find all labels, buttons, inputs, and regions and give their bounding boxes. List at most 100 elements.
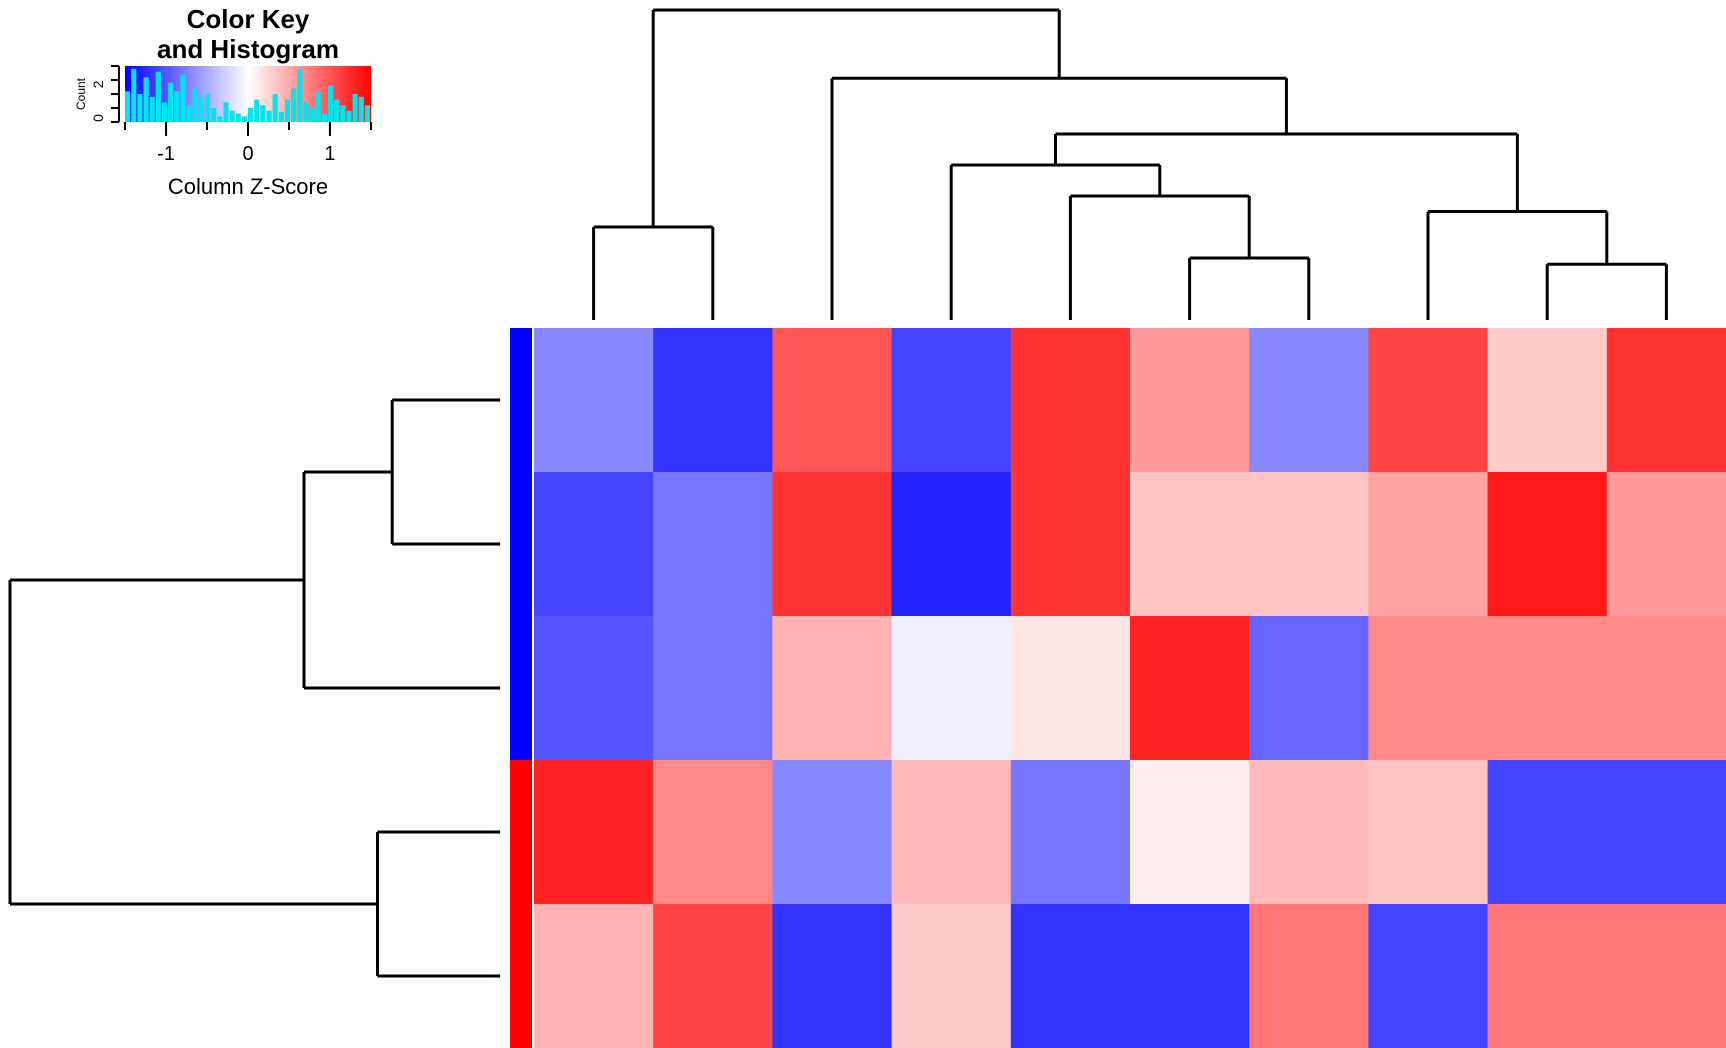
heatmap-cell bbox=[772, 616, 892, 761]
heatmap-cell bbox=[1488, 760, 1608, 905]
colorkey-hist-bar bbox=[131, 69, 136, 122]
heatmap-cell bbox=[1368, 904, 1488, 1048]
row-sidebar-cell bbox=[510, 328, 532, 473]
colorkey-tick-label: 1 bbox=[324, 143, 335, 165]
heatmap-cell bbox=[1011, 328, 1131, 473]
colorkey-hist-bar bbox=[316, 91, 321, 122]
heatmap-cell bbox=[1368, 760, 1488, 905]
colorkey-hist-bar bbox=[365, 105, 370, 122]
row-sidebar-cell bbox=[510, 760, 532, 905]
heatmap-cell bbox=[1607, 472, 1726, 617]
heatmap-cell bbox=[1011, 760, 1131, 905]
colorkey-hist-bar bbox=[310, 108, 315, 122]
heatmap-cell bbox=[653, 760, 773, 905]
colorkey-hist-bar bbox=[353, 94, 358, 122]
colorkey-hist-bar bbox=[150, 97, 155, 122]
heatmap-cell bbox=[534, 904, 654, 1048]
heatmap-cell bbox=[1249, 760, 1369, 905]
row-dendrogram bbox=[10, 400, 500, 976]
heatmap-cell bbox=[1249, 328, 1369, 473]
heatmap-cell bbox=[1488, 904, 1608, 1048]
heatmap-cell bbox=[653, 616, 773, 761]
heatmap-cell bbox=[534, 760, 654, 905]
heatmap-cell bbox=[892, 472, 1012, 617]
colorkey-tick-label: -1 bbox=[157, 143, 175, 165]
row-sidebar-cell bbox=[510, 616, 532, 761]
heatmap-cell bbox=[772, 328, 892, 473]
heatmap-cell bbox=[1011, 616, 1131, 761]
colorkey-count-label: Count bbox=[74, 77, 88, 110]
heatmap-cell bbox=[892, 904, 1012, 1048]
colorkey-hist-bar bbox=[340, 105, 345, 122]
heatmap-cell bbox=[892, 328, 1012, 473]
heatmap-cell bbox=[892, 760, 1012, 905]
heatmap-cell bbox=[1130, 328, 1250, 473]
heatmap-cell bbox=[534, 472, 654, 617]
colorkey-hist-bar bbox=[174, 91, 179, 122]
heatmap-cell bbox=[1011, 904, 1131, 1048]
heatmap-cell bbox=[1368, 472, 1488, 617]
heatmap-cell bbox=[1249, 616, 1369, 761]
colorkey-hist-bar bbox=[205, 94, 210, 122]
colorkey-hist-bar bbox=[162, 102, 167, 122]
heatmap-cell bbox=[772, 904, 892, 1048]
colorkey-hist-bar bbox=[199, 97, 204, 122]
colorkey-hist-bar bbox=[230, 111, 235, 122]
heatmap-cell bbox=[772, 472, 892, 617]
colorkey-hist-bar bbox=[187, 105, 192, 122]
colorkey-hist-bar bbox=[260, 105, 265, 122]
heatmap-cell bbox=[653, 472, 773, 617]
heatmap-cell bbox=[653, 328, 773, 473]
heatmap-cell bbox=[534, 616, 654, 761]
heatmap-cell bbox=[1488, 472, 1608, 617]
colorkey-hist-bar bbox=[143, 77, 148, 122]
heatmap-grid bbox=[534, 328, 1726, 1048]
heatmap-cell bbox=[653, 904, 773, 1048]
colorkey-hist-bar bbox=[125, 91, 130, 122]
colorkey-hist-bar bbox=[156, 72, 161, 122]
colorkey-hist-bar bbox=[248, 108, 253, 122]
heatmap-cell bbox=[1488, 616, 1608, 761]
colorkey-hist-bar bbox=[334, 100, 339, 122]
colorkey-hist-bar bbox=[223, 102, 228, 122]
colorkey-hist-bar bbox=[285, 100, 290, 122]
heatmap-cell bbox=[1368, 616, 1488, 761]
colorkey-hist-bar bbox=[217, 116, 222, 122]
colorkey-hist-bar bbox=[137, 94, 142, 122]
colorkey-hist-bar bbox=[168, 83, 173, 122]
heatmap-cell bbox=[1249, 472, 1369, 617]
colorkey-hist-bar bbox=[273, 94, 278, 122]
colorkey-hist-bar bbox=[254, 100, 259, 122]
heatmap-cell bbox=[1130, 616, 1250, 761]
colorkey-hist-bar bbox=[242, 116, 247, 122]
heatmap-cell bbox=[1607, 616, 1726, 761]
colorkey-hist-bar bbox=[328, 86, 333, 122]
heatmap-cell bbox=[892, 616, 1012, 761]
color-key: Color Keyand Histogram-101Column Z-Score… bbox=[74, 4, 371, 199]
heatmap-cell bbox=[1607, 904, 1726, 1048]
heatmap-figure: Color Keyand Histogram-101Column Z-Score… bbox=[0, 0, 1726, 1048]
colorkey-hist-bar bbox=[303, 102, 308, 122]
colorkey-hist-bar bbox=[180, 74, 185, 122]
heatmap-cell bbox=[1011, 472, 1131, 617]
heatmap-cell bbox=[1130, 472, 1250, 617]
colorkey-axis-label: Column Z-Score bbox=[168, 174, 328, 199]
row-sidebar-cell bbox=[510, 904, 532, 1048]
colorkey-title-1: Color Key bbox=[187, 4, 310, 34]
colorkey-hist-bar bbox=[266, 111, 271, 122]
colorkey-title-2: and Histogram bbox=[157, 34, 339, 64]
colorkey-hist-bar bbox=[359, 97, 364, 122]
row-sidebar-cell bbox=[510, 472, 532, 617]
colorkey-hist-bar bbox=[211, 108, 216, 122]
heatmap-cell bbox=[1249, 904, 1369, 1048]
colorkey-hist-bar bbox=[236, 114, 241, 122]
colorkey-hist-bar bbox=[193, 88, 198, 122]
colorkey-hist-bar bbox=[291, 88, 296, 122]
heatmap-cell bbox=[1607, 760, 1726, 905]
heatmap-cell bbox=[1607, 328, 1726, 473]
colorkey-hist-bar bbox=[346, 111, 351, 122]
heatmap-cell bbox=[1130, 760, 1250, 905]
heatmap-cell bbox=[1488, 328, 1608, 473]
heatmap-cell bbox=[1130, 904, 1250, 1048]
col-dendrogram bbox=[594, 10, 1667, 320]
